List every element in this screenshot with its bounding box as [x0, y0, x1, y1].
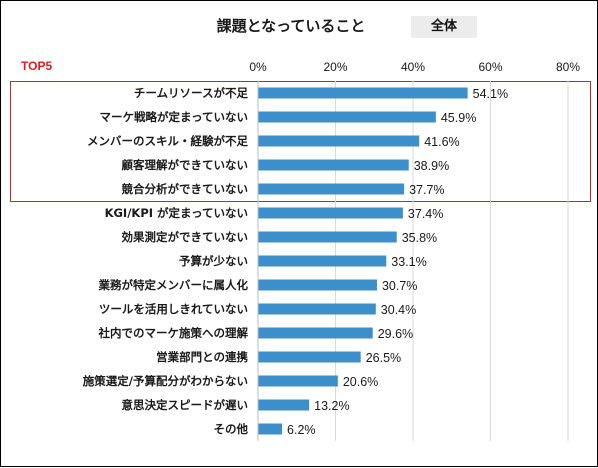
category-label: 競合分析ができていない [122, 182, 249, 196]
bar [258, 375, 338, 387]
category-label: 顧客理解ができていない [122, 158, 249, 172]
bar [258, 135, 420, 147]
x-tick-label: 0% [249, 60, 267, 74]
value-label: 26.5% [366, 351, 401, 365]
bar [258, 231, 397, 243]
category-label: KGI/KPI が定まっていない [105, 206, 248, 220]
value-label: 37.4% [408, 207, 443, 221]
category-label: 予算が少ない [179, 254, 248, 268]
value-label: 13.2% [314, 399, 349, 413]
value-label: 33.1% [391, 255, 426, 269]
category-label: マーケ戦略が定まっていない [100, 110, 248, 124]
category-label: メンバーのスキル・経験が不足 [87, 134, 248, 148]
bar [258, 279, 377, 291]
segment-badge: 全体 [411, 16, 477, 38]
value-label: 37.7% [409, 183, 444, 197]
value-label: 54.1% [473, 87, 508, 101]
top5-label: TOP5 [21, 59, 53, 73]
bar [258, 399, 310, 411]
x-tick-label: 40% [401, 60, 425, 74]
category-label: 施策選定/予算配分がわからない [83, 374, 248, 388]
x-tick-label: 80% [556, 60, 580, 74]
bar [258, 327, 373, 339]
bar [258, 303, 376, 315]
category-label: 社内でのマーケ施策への理解 [98, 326, 249, 340]
bar [258, 423, 283, 435]
x-tick-label: 60% [478, 60, 502, 74]
category-label: 営業部門との連携 [156, 350, 248, 364]
value-label: 45.9% [441, 111, 476, 125]
value-label: 41.6% [424, 135, 459, 149]
category-label: チームリソースが不足 [134, 86, 249, 100]
bar [258, 351, 361, 363]
category-label: 効果測定ができていない [122, 230, 249, 244]
value-label: 20.6% [343, 375, 378, 389]
category-label: ツールを活用しきれていない [99, 302, 248, 316]
value-label: 35.8% [402, 231, 437, 245]
bar [258, 159, 409, 171]
bar [258, 207, 403, 219]
value-label: 38.9% [414, 159, 449, 173]
bar [258, 255, 387, 267]
value-label: 29.6% [378, 327, 413, 341]
bar [258, 87, 468, 99]
category-label: 意思決定スピードが遅い [122, 398, 249, 412]
bar [258, 183, 405, 195]
category-label: その他 [214, 422, 249, 436]
value-label: 30.7% [382, 279, 417, 293]
value-label: 30.4% [381, 303, 416, 317]
chart-title: 課題となっていること [216, 17, 366, 35]
bar [258, 111, 436, 123]
top5-highlight-box [10, 81, 591, 202]
x-tick-label: 20% [323, 60, 347, 74]
category-label: 業務が特定メンバーに属人化 [98, 278, 249, 292]
value-label: 6.2% [287, 423, 316, 437]
